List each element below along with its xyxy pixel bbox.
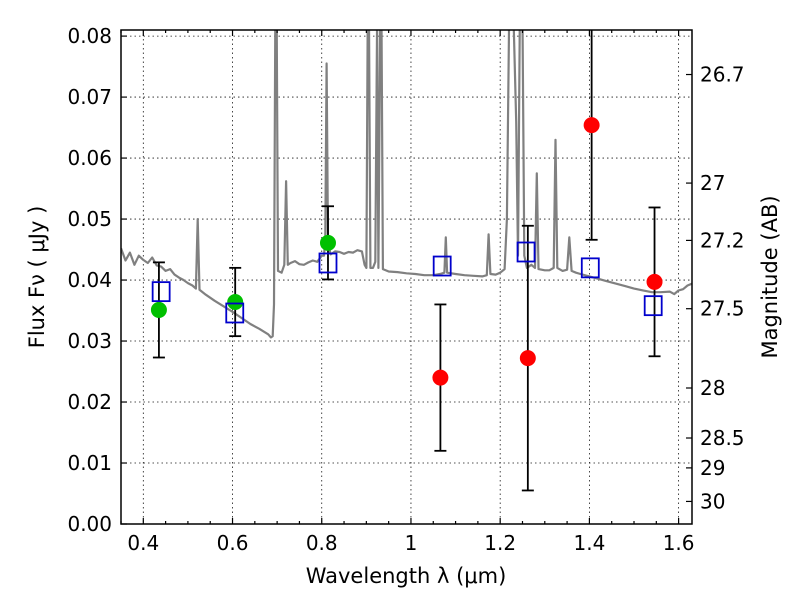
x-tick-label: 1.6 [663,531,695,555]
x-axis-label: Wavelength λ (μm) [306,564,507,588]
right-tick-label: 29 [700,456,725,480]
observed-point-green [227,294,244,311]
y-tick-label: 0.00 [67,512,112,536]
spectrum-layer [121,30,692,339]
x-tick-label: 1.4 [573,531,605,555]
right-tick-label: 28.5 [700,426,745,450]
y-tick-label: 0.04 [67,268,112,292]
observed-point-red [432,369,449,386]
x-tick-label: 1 [405,531,418,555]
model-spectrum-line [121,30,692,339]
right-tick-label: 27.2 [700,228,745,252]
x-tick-label: 0.8 [306,531,338,555]
model-point-square [432,255,452,277]
model-point-square [516,241,536,263]
observed-point-red [583,117,600,134]
observed-point-green [150,301,167,318]
model-point-square [318,252,338,274]
right-tick-label: 27.5 [700,297,745,321]
y-tick-label: 0.06 [67,146,112,170]
right-tick-label: 27 [700,171,725,195]
points-layer [150,30,663,492]
ticks-layer: 0.4 0.6 0.8 1 1.2 1.4 1.6 0.00 0.01 0.02 0.03 0.04 0… [67,24,744,555]
x-tick-label: 0.4 [127,531,159,555]
right-axis-label: Magnitude (AB) [758,195,782,358]
y-tick-label: 0.01 [67,451,112,475]
model-point-square [225,302,245,324]
right-tick-label: 30 [700,489,725,513]
observed-point-red [519,350,536,367]
model-point-square [580,257,600,279]
model-point-square [643,295,663,317]
observed-point-red [646,273,663,290]
y-tick-label: 0.05 [67,207,112,231]
y-tick-label: 0.08 [67,24,112,48]
observed-point-green [319,234,336,251]
y-tick-label: 0.03 [67,329,112,353]
x-tick-label: 0.6 [217,531,249,555]
y-axis-label: Flux Fν ( μJy ) [25,206,49,349]
right-tick-label: 28 [700,376,725,400]
y-tick-label: 0.07 [67,85,112,109]
x-tick-label: 1.2 [484,531,516,555]
grid-layer [121,30,692,525]
right-tick-label: 26.7 [700,63,745,87]
plot-frame [120,29,693,525]
y-tick-label: 0.02 [67,390,112,414]
model-point-square [151,281,171,303]
